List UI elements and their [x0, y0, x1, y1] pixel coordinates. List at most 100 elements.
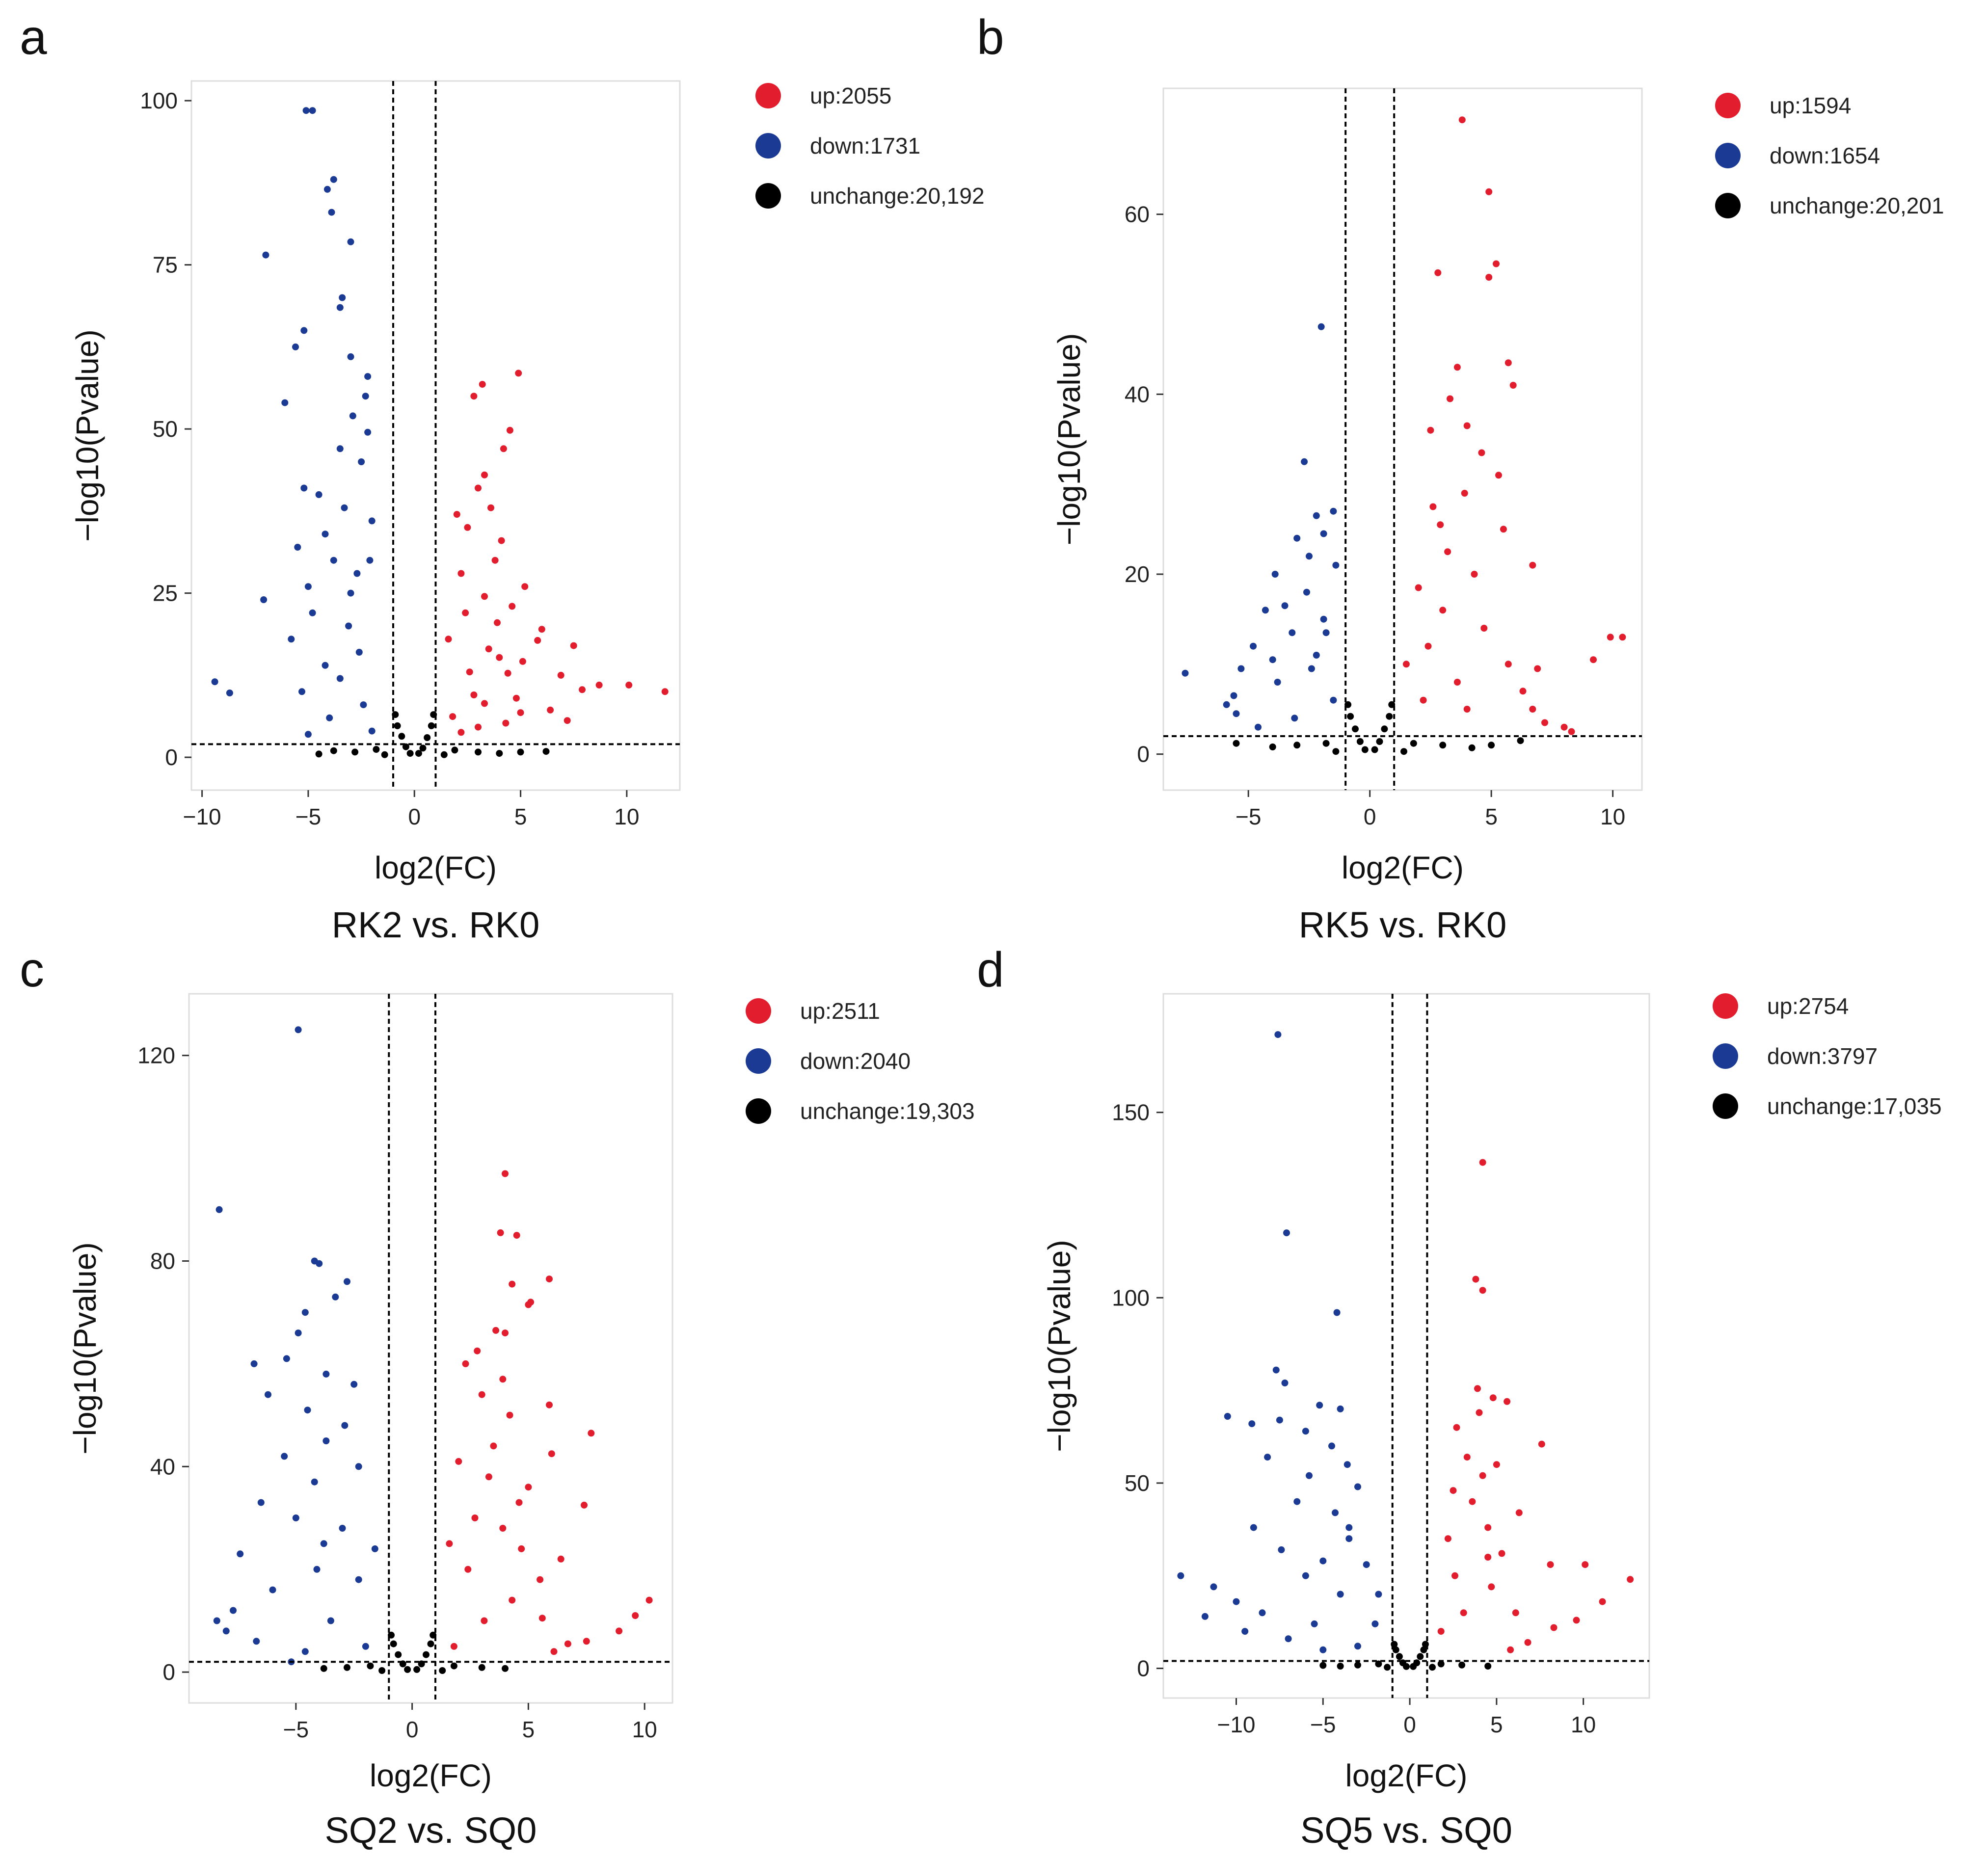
up-point	[1461, 490, 1468, 497]
unchange-point	[496, 750, 503, 757]
panel-label: a	[20, 10, 47, 65]
down-point	[1241, 1628, 1249, 1635]
unchange-point	[1488, 742, 1495, 749]
legend-label-up: up:2754	[1767, 993, 1849, 1019]
down-point	[1319, 1646, 1327, 1653]
up-point	[1590, 656, 1597, 664]
x-tick-label: 0	[1403, 1712, 1416, 1737]
legend-label-down: down:1654	[1770, 143, 1880, 168]
up-point	[1568, 728, 1575, 735]
up-point	[1500, 526, 1507, 533]
down-point	[1320, 530, 1327, 537]
up-point	[1453, 679, 1461, 686]
y-axis-label: −log10(Pvalue)	[1051, 333, 1087, 545]
up-point	[471, 1514, 479, 1521]
unchange-point	[542, 748, 550, 755]
y-tick-label: 0	[1137, 1656, 1150, 1681]
up-point	[583, 1638, 590, 1645]
down-point	[237, 1550, 244, 1558]
unchange-point	[320, 1665, 327, 1672]
unchange-point	[1439, 742, 1447, 749]
down-point	[226, 690, 233, 696]
up-point	[1485, 188, 1493, 195]
up-point	[595, 681, 603, 689]
up-point	[1489, 1394, 1497, 1402]
unchange-point	[440, 751, 448, 758]
y-axis-label: −log10(Pvalue)	[1042, 1240, 1077, 1452]
up-point	[1627, 1576, 1634, 1583]
unchange-point	[1319, 1662, 1327, 1669]
unchange-point	[1400, 748, 1407, 755]
up-point	[490, 1442, 497, 1450]
legend-marker-up	[746, 998, 771, 1024]
down-point	[322, 1437, 330, 1444]
up-point	[485, 1473, 492, 1481]
down-point	[349, 412, 356, 420]
down-point	[1281, 602, 1289, 610]
down-point	[1259, 1609, 1266, 1617]
down-point	[362, 1643, 369, 1650]
unchange-point	[413, 1666, 421, 1673]
panel-label: c	[20, 942, 44, 997]
up-point	[1534, 665, 1541, 672]
up-point	[1488, 1583, 1495, 1591]
down-point	[288, 636, 295, 643]
up-point	[1447, 395, 1453, 402]
down-point	[1285, 1635, 1292, 1643]
down-point	[1308, 665, 1315, 672]
down-point	[292, 343, 299, 350]
y-tick-label: 50	[1125, 1470, 1150, 1496]
up-point	[1524, 1639, 1531, 1646]
x-tick-label: −10	[183, 804, 221, 829]
up-point	[479, 381, 486, 388]
x-tick-label: −5	[283, 1717, 309, 1742]
up-point	[519, 658, 526, 665]
down-point	[295, 1329, 302, 1337]
unchange-point	[395, 1651, 402, 1658]
up-point	[1599, 1598, 1606, 1605]
up-point	[499, 1376, 507, 1383]
up-point	[1478, 449, 1485, 456]
up-point	[485, 645, 492, 653]
down-point	[1182, 669, 1189, 677]
unchange-point	[428, 722, 435, 729]
up-point	[1493, 1461, 1500, 1468]
up-point	[564, 1640, 571, 1647]
unchange-point	[1429, 1664, 1436, 1671]
up-point	[1450, 1487, 1457, 1494]
up-point	[470, 691, 478, 698]
unchange-point	[394, 722, 401, 729]
up-point	[1444, 1535, 1451, 1542]
up-point	[1453, 1424, 1460, 1431]
up-point	[1480, 625, 1488, 632]
up-point	[457, 729, 465, 736]
up-point	[1484, 1524, 1492, 1531]
up-point	[1402, 661, 1410, 668]
up-point	[661, 688, 669, 695]
legend-label-up: up:2055	[810, 83, 891, 108]
down-point	[1248, 1420, 1256, 1428]
up-point	[504, 669, 511, 677]
down-point	[322, 1370, 330, 1378]
down-point	[283, 1355, 290, 1362]
panel-b: b −5 0 5 10 0 20 40 60 log2(FC) −log10(Pvalue) RK5 …	[977, 10, 1944, 945]
up-point	[1504, 661, 1512, 668]
down-point	[1255, 723, 1262, 731]
unchange-point	[315, 750, 322, 758]
down-point	[330, 176, 337, 183]
down-point	[1233, 1598, 1240, 1605]
down-point	[1293, 534, 1301, 542]
unchange-point	[1361, 746, 1369, 753]
legend-label-unchange: unchange:19,303	[800, 1098, 975, 1124]
unchange-point	[1376, 738, 1383, 745]
down-point	[323, 186, 331, 193]
unchange-point	[424, 734, 431, 741]
legend: up:1594 down:1654 unchange:20,201	[1715, 93, 1944, 218]
down-point	[339, 1525, 346, 1532]
down-point	[360, 701, 367, 709]
up-point	[1444, 548, 1451, 556]
down-point	[230, 1607, 237, 1614]
up-point	[581, 1501, 588, 1509]
y-tick-label: 0	[162, 1659, 175, 1685]
unchange-point	[1381, 725, 1388, 733]
